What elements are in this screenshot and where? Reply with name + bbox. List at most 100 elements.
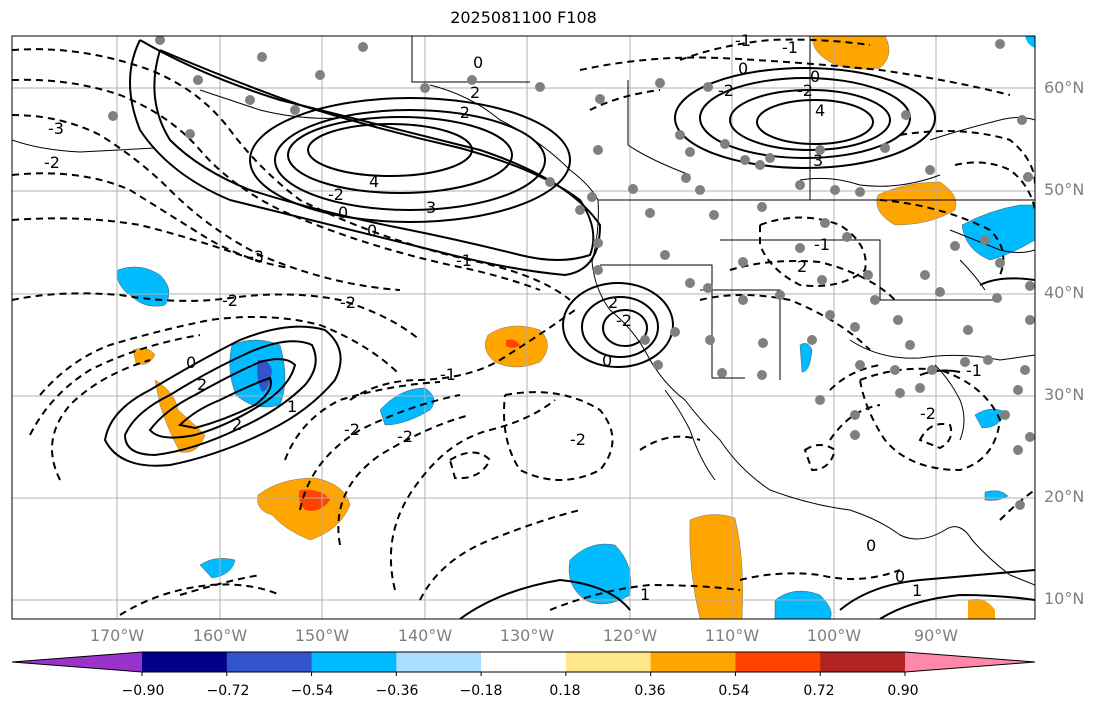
contour-label: 2 [197, 375, 207, 394]
shade-blue [257, 359, 272, 392]
lon-tick: 140°W [397, 626, 453, 645]
contour-label: -3 [248, 247, 264, 266]
shade-cyan [1025, 36, 1035, 48]
colorbar-extend-low [12, 652, 142, 672]
colorbar-segment [311, 652, 397, 672]
contour-label: 0 [602, 351, 612, 370]
contour-label: 4 [815, 101, 825, 120]
contour-label: -2 [797, 81, 813, 100]
contour-label: 0 [810, 67, 820, 86]
contour-label: 0 [738, 59, 748, 78]
colorbar-label: 0.72 [803, 683, 835, 699]
positive-contours [103, 39, 1035, 619]
shade-cyan [974, 408, 1006, 429]
contour-label: -2 [340, 293, 356, 312]
contour-label: 0 [866, 536, 876, 555]
shade-cyan [984, 490, 1009, 501]
contour-label: 1 [287, 397, 297, 416]
lon-tick: 110°W [704, 626, 760, 645]
colorbar-segment [735, 652, 821, 672]
shade-orange [154, 379, 206, 453]
contour-label: 0 [186, 353, 196, 372]
coastlines [12, 36, 1035, 586]
colorbar-segment [481, 652, 567, 672]
lat-tick: 10°N [1044, 589, 1085, 608]
colorbar-label: −0.18 [459, 683, 503, 699]
contour-label: -2 [44, 153, 60, 172]
colorbar-extend-high [905, 652, 1035, 672]
contour-label: -2 [570, 430, 586, 449]
shade-cyan [774, 590, 832, 619]
lon-tick: 170°W [89, 626, 145, 645]
contour-label: 2 [797, 257, 807, 276]
shade-cyan [799, 343, 813, 373]
contour-label: -2 [222, 291, 238, 310]
lat-tick: 40°N [1044, 283, 1085, 302]
colorbar-segment [565, 652, 652, 672]
contour-label: 1 [640, 585, 650, 604]
shaded-regions [117, 36, 1035, 619]
contour-label: 4 [369, 172, 379, 191]
colorbar-segment [396, 652, 482, 672]
contour-label: -2 [920, 404, 936, 423]
shade-orange [968, 598, 995, 619]
contour-label: 0 [338, 203, 348, 222]
lon-tick: 160°W [192, 626, 248, 645]
lon-tick: 120°W [602, 626, 658, 645]
lat-tick: 20°N [1044, 487, 1085, 506]
lon-tick: 100°W [806, 626, 862, 645]
shade-cyan [961, 204, 1035, 261]
contour-label: -2 [616, 311, 632, 330]
shade-cyan [199, 558, 236, 579]
colorbar-label: −0.36 [375, 683, 419, 699]
lat-tick: 50°N [1044, 180, 1085, 199]
contour-label: -1 [735, 31, 751, 50]
colorbar-label: 0.90 [887, 683, 919, 699]
contour-label: -1 [814, 235, 830, 254]
shade-cyan [117, 266, 170, 307]
shade-cyan [379, 387, 435, 426]
shade-orange [132, 348, 156, 365]
contour-label: 0 [473, 53, 483, 72]
contour-label: -3 [48, 119, 64, 138]
lon-tick: 130°W [499, 626, 555, 645]
contour-label: 3 [813, 151, 823, 170]
contour-label: -2 [344, 420, 360, 439]
colorbar-label: −0.90 [121, 683, 165, 699]
station-dots [108, 36, 1035, 510]
map-title: 2025081100 F108 [450, 8, 597, 27]
colorbar-segment [650, 652, 736, 672]
shade-orange [257, 477, 351, 541]
contour-label: -2 [397, 427, 413, 446]
contour-label: -1 [966, 361, 982, 380]
contour-label: 2 [470, 83, 480, 102]
colorbar-label: −0.72 [206, 683, 250, 699]
contour-label: 1 [912, 581, 922, 600]
shade-cyan [568, 543, 632, 605]
shade-red [506, 339, 520, 348]
colorbar-label: 0.18 [549, 683, 581, 699]
shade-orange [876, 181, 957, 226]
shade-orange [689, 514, 743, 619]
contour-label: 2 [232, 415, 242, 434]
colorbar [11, 651, 1036, 676]
contour-label: -1 [782, 38, 798, 57]
lat-tick: 30°N [1044, 385, 1085, 404]
contour-label: 0 [895, 567, 905, 586]
negative-contours [12, 38, 1035, 616]
contour-label: -2 [454, 103, 470, 122]
contour-label: 0 [367, 221, 377, 240]
contour-label: 3 [426, 198, 436, 217]
colorbar-label: −0.54 [290, 683, 334, 699]
contour-label: -2 [718, 81, 734, 100]
map-frame [11, 35, 1036, 620]
colorbar-segment [226, 652, 313, 672]
contour-labels: -3 -2 -3 -2 -2 -2 0 0 -2 2 -1 4 3 0 0 -1… [44, 31, 982, 604]
lon-tick: 150°W [294, 626, 350, 645]
colorbar-segment [820, 652, 906, 672]
lon-tick: 90°W [913, 626, 959, 645]
colorbar-label: 0.36 [634, 683, 666, 699]
contour-label: -2 [328, 185, 344, 204]
lat-tick: 60°N [1044, 78, 1085, 97]
